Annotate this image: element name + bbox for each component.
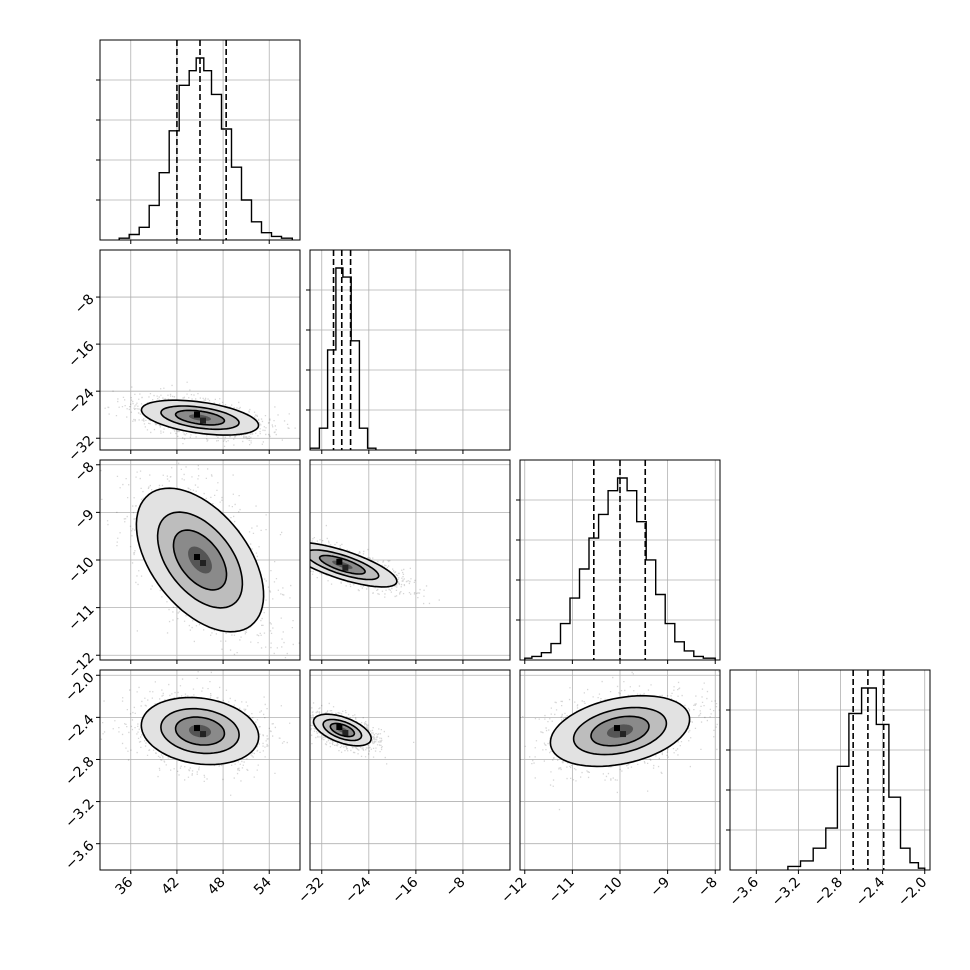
density-panel-1-0 — [104, 381, 300, 447]
y-tick-label: −8 — [72, 291, 98, 317]
y-tick-label: −16 — [65, 338, 97, 370]
contour-line — [310, 542, 398, 588]
contour-line — [172, 529, 228, 591]
x-tick-label: −24 — [342, 874, 374, 906]
contour-line — [160, 707, 240, 755]
density-panel-2-1 — [310, 524, 440, 605]
density-peak-cell — [342, 564, 349, 571]
histogram-1 — [310, 250, 377, 450]
panel-frame — [99, 669, 301, 871]
contour-line — [140, 399, 260, 436]
contour-line — [549, 694, 691, 768]
density-peak-cell — [194, 725, 200, 732]
x-tick-label: −11 — [546, 874, 578, 906]
contour-line — [310, 549, 380, 581]
x-tick-label: −12 — [498, 874, 530, 906]
contour-line — [135, 487, 265, 633]
panel-frame — [309, 459, 511, 661]
density-peak-cell — [342, 730, 349, 736]
histogram-0 — [118, 40, 293, 240]
x-tick-label: −2.4 — [853, 874, 888, 909]
density-peak-cell — [200, 731, 206, 738]
histogram-2 — [524, 460, 716, 660]
y-tick-label: −2.8 — [62, 754, 97, 789]
y-tick-label: −10 — [65, 554, 97, 586]
density-peak-cell — [336, 558, 343, 565]
panel-frame — [519, 669, 721, 871]
contour-line — [590, 715, 650, 747]
panel-frame — [99, 39, 301, 241]
density-panel-2-0 — [100, 462, 300, 660]
x-tick-label: −10 — [593, 874, 625, 906]
panel-frame — [309, 249, 511, 451]
contour-line — [312, 713, 373, 747]
x-tick-label: 42 — [159, 874, 183, 898]
contour-line — [318, 554, 366, 575]
panel-1-0 — [96, 250, 300, 454]
contour-line — [322, 718, 363, 742]
x-tick-label: −8 — [443, 874, 469, 900]
x-tick-label: −8 — [695, 874, 721, 900]
y-tick-label: −24 — [65, 385, 97, 417]
density-peak-cell — [336, 724, 343, 730]
density-peak-cell — [194, 554, 200, 560]
y-tick-label: −3.2 — [62, 796, 97, 831]
x-tick-label: 54 — [251, 874, 275, 898]
density-peak-cell — [620, 731, 626, 738]
density-panel-3-2 — [522, 670, 720, 811]
histogram-step — [524, 477, 716, 660]
x-tick-label: −16 — [389, 874, 421, 906]
y-tick-label: −32 — [65, 433, 97, 465]
panel-frame — [99, 249, 301, 451]
contour-line — [572, 706, 668, 756]
density-peak-cell — [194, 411, 200, 418]
contour-line — [174, 716, 226, 746]
x-tick-label: −2.0 — [895, 874, 930, 909]
contour-line — [329, 722, 356, 738]
y-tick-label: −9 — [72, 507, 98, 533]
y-tick-label: −3.6 — [62, 838, 97, 873]
density-panel-3-1 — [310, 702, 415, 765]
contour-line — [156, 511, 244, 609]
histogram-3 — [787, 670, 926, 870]
contour-line — [140, 696, 260, 766]
y-tick-label: −2.4 — [62, 712, 97, 747]
x-tick-label: −9 — [647, 874, 673, 900]
contour-line — [160, 405, 240, 431]
panel-frame — [309, 669, 511, 871]
density-peak-cell — [200, 560, 206, 566]
panel-3-3 — [726, 670, 930, 874]
panel-frame — [99, 459, 301, 661]
x-tick-label: −3.6 — [727, 874, 762, 909]
x-tick-label: −3.2 — [769, 874, 804, 909]
panel-3-1 — [310, 670, 510, 874]
density-peak-cell — [614, 725, 620, 732]
panel-1-1 — [306, 250, 510, 454]
histogram-step — [787, 687, 926, 870]
histogram-step — [118, 57, 293, 240]
x-tick-label: 36 — [113, 874, 137, 898]
panel-frame — [729, 669, 931, 871]
x-tick-label: 48 — [205, 874, 229, 898]
histogram-step — [310, 267, 377, 450]
x-tick-label: −32 — [295, 874, 327, 906]
panel-frame — [519, 459, 721, 661]
x-tick-label: −2.8 — [811, 874, 846, 909]
contour-line — [174, 409, 226, 426]
density-panel-3-0 — [100, 671, 291, 796]
panel-0-0 — [96, 40, 300, 244]
y-tick-label: −2.0 — [62, 670, 97, 705]
y-tick-label: −11 — [65, 602, 97, 634]
density-peak-cell — [200, 417, 206, 424]
